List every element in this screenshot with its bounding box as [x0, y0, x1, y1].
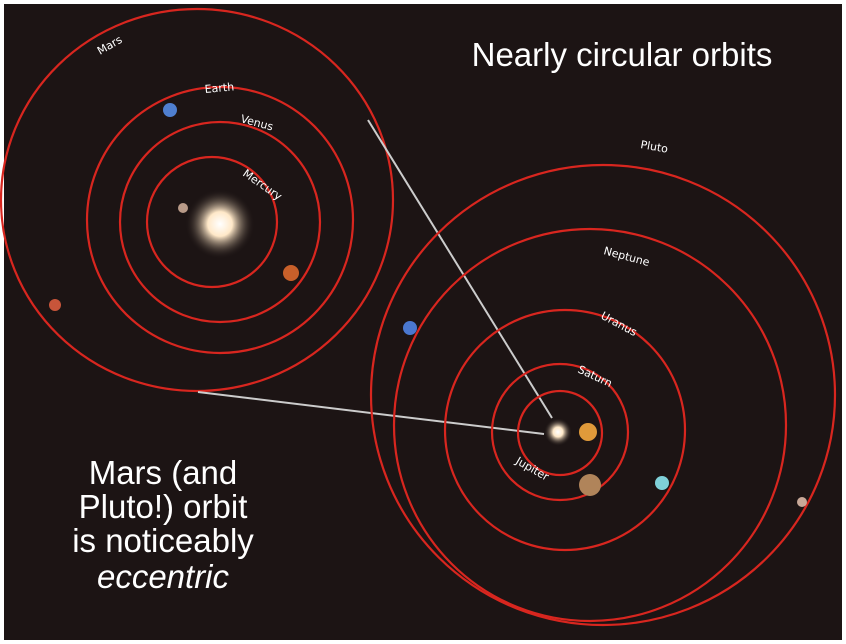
saturn-planet [579, 474, 601, 496]
caption: Mars (and Pluto!) orbit is noticeably ec… [72, 454, 254, 595]
earth-planet [163, 103, 177, 117]
title: Nearly circular orbits [472, 36, 773, 73]
diagram: Mars Earth Venus Mercury Pluto Neptune U… [0, 0, 846, 644]
mercury-planet [178, 203, 188, 213]
caption-line: Pluto!) orbit [79, 488, 248, 525]
caption-emphasis: eccentric [97, 558, 230, 595]
caption-line: is noticeably [72, 522, 254, 559]
sun [185, 189, 255, 259]
jupiter-planet [579, 423, 597, 441]
mars-planet [49, 299, 61, 311]
uranus-planet [655, 476, 669, 490]
orbit-label: Earth [204, 80, 235, 96]
caption-line: Mars (and [89, 454, 238, 491]
venus-planet [283, 265, 299, 281]
neptune-planet [403, 321, 417, 335]
pluto-planet [797, 497, 807, 507]
sun [544, 418, 572, 446]
